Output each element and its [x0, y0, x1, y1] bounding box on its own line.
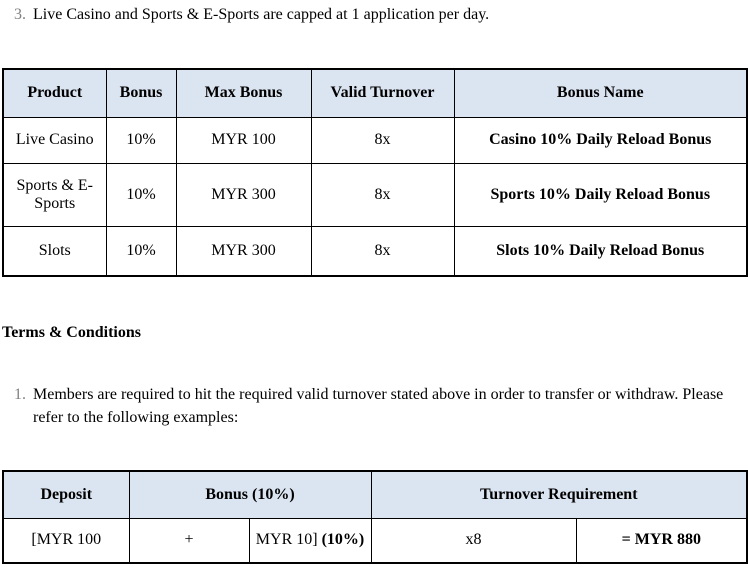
turnover-example-table: Deposit Bonus (10%) Turnover Requirement…	[2, 470, 748, 564]
cell-valid-turnover: 8x	[310, 116, 455, 164]
header-bonus-name: Bonus Name	[453, 68, 748, 118]
terms-conditions-heading: Terms & Conditions	[2, 324, 141, 341]
cell-bonus-amount: MYR 10] (10%)	[248, 517, 372, 564]
cell-product: Live Casino	[2, 116, 107, 164]
cell-total: = MYR 880	[575, 517, 748, 564]
table-row: Live Casino 10% MYR 100 8x Casino 10% Da…	[2, 116, 748, 164]
cell-bonus-name: Slots 10% Daily Reload Bonus	[453, 225, 748, 277]
header-max-bonus: Max Bonus	[175, 68, 312, 118]
bonus-percent-text: (10%)	[321, 531, 365, 549]
cell-max-bonus: MYR 300	[175, 162, 312, 227]
cell-product: Sports & E-Sports	[2, 162, 107, 227]
cell-max-bonus: MYR 100	[175, 116, 312, 164]
bonus-table: Product Bonus Max Bonus Valid Turnover B…	[2, 68, 748, 277]
cell-bonus-name: Casino 10% Daily Reload Bonus	[453, 116, 748, 164]
cell-max-bonus: MYR 300	[175, 225, 312, 277]
bonus-amount-text: MYR 10]	[255, 531, 322, 549]
header-valid-turnover: Valid Turnover	[310, 68, 455, 118]
intro-list-item: 3. Live Casino and Sports & E-Sports are…	[14, 3, 739, 26]
cell-bonus: 10%	[105, 116, 177, 164]
header-deposit: Deposit	[2, 470, 130, 519]
cell-plus: +	[128, 517, 250, 564]
table-row: Slots 10% MYR 300 8x Slots 10% Daily Rel…	[2, 225, 748, 277]
cell-deposit: [MYR 100	[2, 517, 130, 564]
cell-product: Slots	[2, 225, 107, 277]
table-row: [MYR 100 + MYR 10] (10%) x8 = MYR 880	[2, 517, 748, 564]
cell-turnover-multiplier: x8	[370, 517, 577, 564]
cell-bonus: 10%	[105, 225, 177, 277]
table-row: Sports & E-Sports 10% MYR 300 8x Sports …	[2, 162, 748, 227]
list-marker: 1.	[14, 386, 26, 403]
intro-text: Live Casino and Sports & E-Sports are ca…	[33, 6, 490, 23]
list-marker: 3.	[14, 6, 26, 23]
cell-valid-turnover: 8x	[310, 162, 455, 227]
bonus-table-header-row: Product Bonus Max Bonus Valid Turnover B…	[2, 68, 748, 118]
header-turnover-requirement: Turnover Requirement	[370, 470, 748, 519]
header-bonus: Bonus	[105, 68, 177, 118]
terms-text: Members are required to hit the required…	[33, 386, 724, 426]
cell-bonus-name: Sports 10% Daily Reload Bonus	[453, 162, 748, 227]
cell-valid-turnover: 8x	[310, 225, 455, 277]
cell-bonus: 10%	[105, 162, 177, 227]
header-bonus-10: Bonus (10%)	[128, 470, 372, 519]
terms-list-item: 1. Members are required to hit the requi…	[14, 383, 745, 429]
header-product: Product	[2, 68, 107, 118]
example-table-header-row: Deposit Bonus (10%) Turnover Requirement	[2, 470, 748, 519]
